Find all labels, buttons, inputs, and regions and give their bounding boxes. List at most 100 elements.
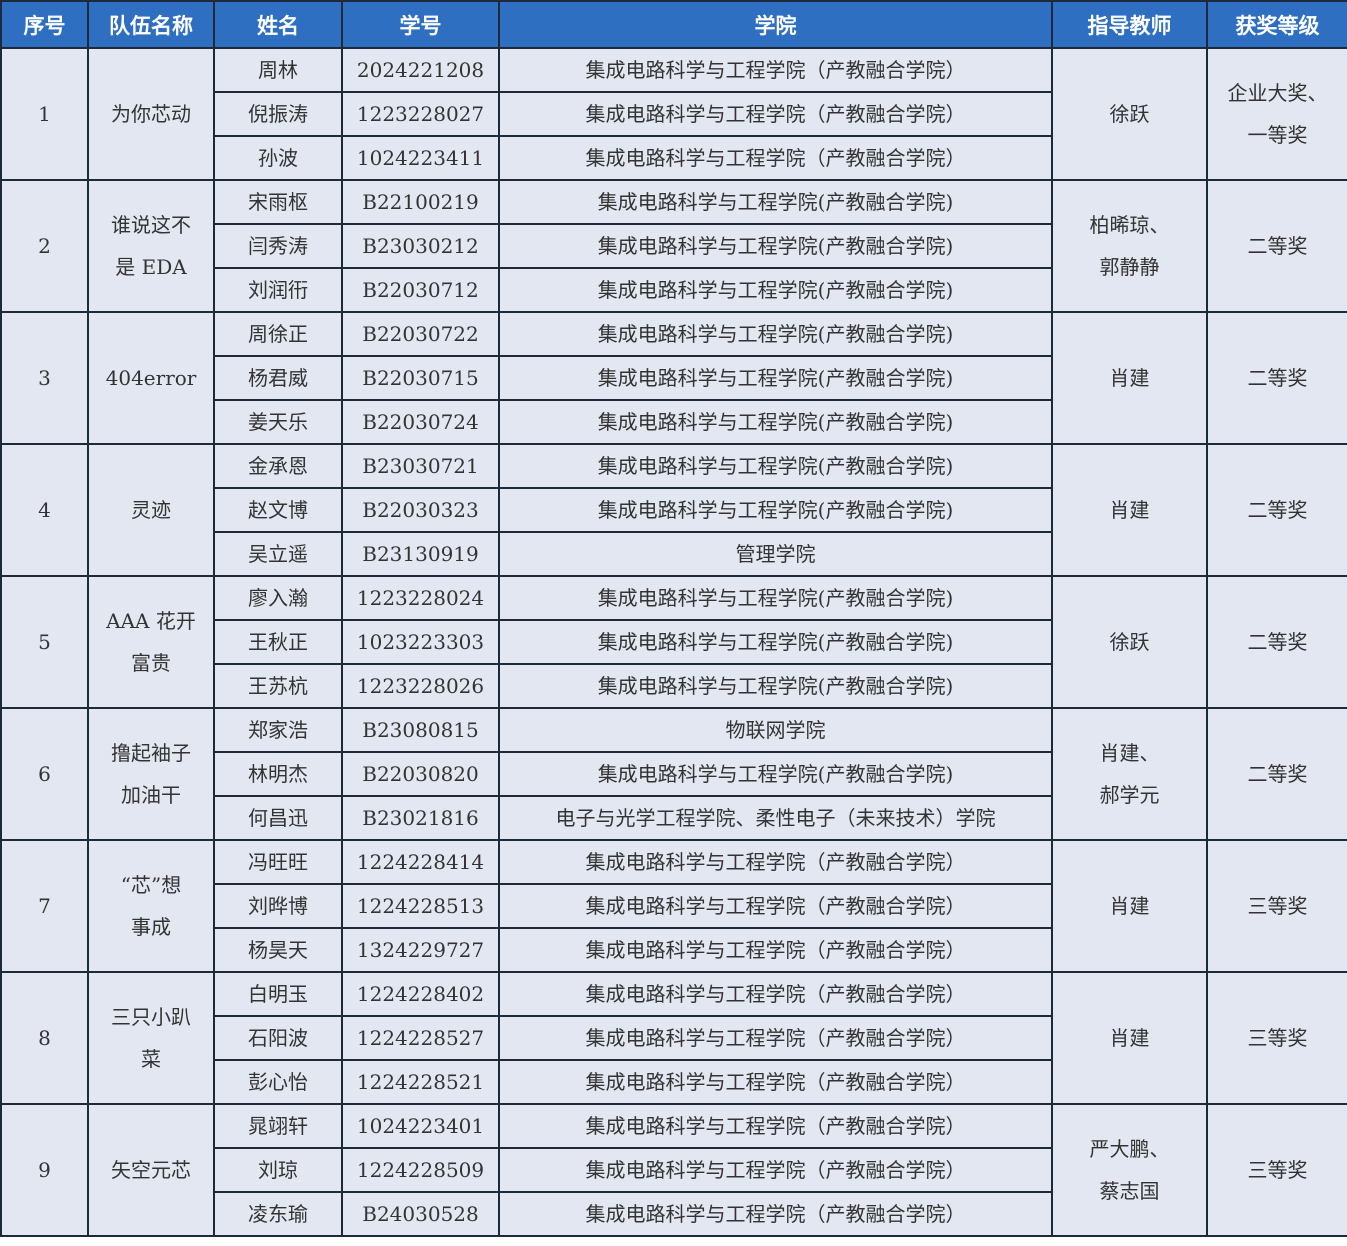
- member-college: 集成电路科学与工程学院(产教融合学院): [498, 619, 1053, 665]
- table-row: 刘琼 1224228509 集成电路科学与工程学院（产教融合学院）: [1, 1147, 1347, 1193]
- team-teacher: 肖建: [1051, 971, 1208, 1105]
- member-college: 集成电路科学与工程学院（产教融合学院）: [498, 1147, 1053, 1193]
- header-team: 队伍名称: [87, 0, 215, 49]
- member-name: 杨昊天: [213, 927, 343, 973]
- member-id: 1224228513: [341, 883, 500, 929]
- member-id: 1223228026: [341, 663, 500, 709]
- member-name: 白明玉: [213, 971, 343, 1017]
- member-college: 集成电路科学与工程学院（产教融合学院）: [498, 1015, 1053, 1061]
- member-name: 冯旺旺: [213, 839, 343, 885]
- member-id: B22030715: [341, 355, 500, 401]
- table-row: 王苏杭 1223228026 集成电路科学与工程学院(产教融合学院): [1, 663, 1347, 709]
- team-award: 二等奖: [1206, 443, 1347, 577]
- member-name: 刘晔博: [213, 883, 343, 929]
- team-no: 5: [0, 575, 89, 709]
- team-teacher: 肖建: [1051, 311, 1208, 445]
- table-row: 孙波 1024223411 集成电路科学与工程学院（产教融合学院）: [1, 135, 1347, 181]
- team-award: 二等奖: [1206, 311, 1347, 445]
- header-no: 序号: [0, 0, 89, 49]
- team-no: 4: [0, 443, 89, 577]
- table-row: 8 三只小趴 菜白明玉 1224228402 集成电路科学与工程学院（产教融合学院）肖…: [0, 971, 1347, 1105]
- member-college: 集成电路科学与工程学院（产教融合学院）: [498, 883, 1053, 929]
- member-college: 集成电路科学与工程学院（产教融合学院）: [498, 47, 1053, 93]
- team-name: 404error: [87, 311, 215, 445]
- header-name: 姓名: [213, 0, 343, 49]
- member-name: 周徐正: [213, 311, 343, 357]
- member-college: 电子与光学工程学院、柔性电子（未来技术）学院: [498, 795, 1053, 841]
- team-award: 企业大奖、 一等奖: [1206, 47, 1347, 181]
- table-row: 石阳波 1224228527 集成电路科学与工程学院（产教融合学院）: [1, 1015, 1347, 1061]
- header-award: 获奖等级: [1206, 0, 1347, 49]
- member-id: 1024223401: [341, 1103, 500, 1149]
- table-row: 吴立遥 B23130919 管理学院: [1, 531, 1347, 577]
- team-award: 三等奖: [1206, 971, 1347, 1105]
- member-id: B22030323: [341, 487, 500, 533]
- member-id: B23021816: [341, 795, 500, 841]
- header-teacher: 指导教师: [1051, 0, 1208, 49]
- member-college: 集成电路科学与工程学院（产教融合学院）: [498, 1191, 1053, 1237]
- member-college: 集成电路科学与工程学院(产教融合学院): [498, 443, 1053, 489]
- member-name: 晁翊轩: [213, 1103, 343, 1149]
- member-name: 彭心怡: [213, 1059, 343, 1105]
- table-row: 刘润衎 B22030712 集成电路科学与工程学院(产教融合学院): [1, 267, 1347, 313]
- member-name: 刘润衎: [213, 267, 343, 313]
- table-row: 刘晔博 1224228513 集成电路科学与工程学院（产教融合学院）: [1, 883, 1347, 929]
- team-award: 二等奖: [1206, 707, 1347, 841]
- member-name: 杨君威: [213, 355, 343, 401]
- member-college: 集成电路科学与工程学院（产教融合学院）: [498, 971, 1053, 1017]
- member-college: 集成电路科学与工程学院（产教融合学院）: [498, 927, 1053, 973]
- team-teacher: 徐跃: [1051, 575, 1208, 709]
- member-college: 集成电路科学与工程学院(产教融合学院): [498, 663, 1053, 709]
- table-row: 2 谁说这不 是 EDA 宋雨枢 B22100219 集成电路科学与工程学院(产教融合学…: [0, 179, 1347, 313]
- member-college: 集成电路科学与工程学院（产教融合学院）: [498, 91, 1053, 137]
- member-college: 管理学院: [498, 531, 1053, 577]
- member-name: 倪振涛: [213, 91, 343, 137]
- team-no: 8: [0, 971, 89, 1105]
- member-college: 物联网学院: [498, 707, 1053, 753]
- team-no: 1: [0, 47, 89, 181]
- member-id: B23080815: [341, 707, 500, 753]
- member-name: 林明杰: [213, 751, 343, 797]
- team-name: “芯”想 事成: [87, 839, 215, 973]
- member-college: 集成电路科学与工程学院（产教融合学院）: [498, 135, 1053, 181]
- table-row: 何昌迅 B23021816 电子与光学工程学院、柔性电子（未来技术）学院: [1, 795, 1347, 841]
- member-id: 2024221208: [341, 47, 500, 93]
- member-id: B22030724: [341, 399, 500, 445]
- member-name: 石阳波: [213, 1015, 343, 1061]
- member-name: 姜天乐: [213, 399, 343, 445]
- team-teacher: 柏晞琼、 郭静静: [1051, 179, 1208, 313]
- team-teacher: 肖建: [1051, 839, 1208, 973]
- member-id: 1224228521: [341, 1059, 500, 1105]
- member-id: B22030712: [341, 267, 500, 313]
- team-name: 三只小趴 菜: [87, 971, 215, 1105]
- member-name: 周林: [213, 47, 343, 93]
- member-college: 集成电路科学与工程学院（产教融合学院）: [498, 839, 1053, 885]
- member-id: B23030721: [341, 443, 500, 489]
- table-row: 7 “芯”想 事成 冯旺旺 1224228414 集成电路科学与工程学院（产教融合学院）…: [0, 839, 1347, 973]
- member-college: 集成电路科学与工程学院(产教融合学院): [498, 355, 1053, 401]
- team-teacher: 肖建、 郝学元: [1051, 707, 1208, 841]
- member-id: B22030820: [341, 751, 500, 797]
- team-no: 2: [0, 179, 89, 313]
- team-teacher: 徐跃: [1051, 47, 1208, 181]
- table-row: 6 撸起袖子 加油干 郑家浩 B23080815 物联网学院 肖建、 郝学元 二等奖: [0, 707, 1347, 841]
- member-name: 凌东瑜: [213, 1191, 343, 1237]
- table-row: 倪振涛 1223228027 集成电路科学与工程学院（产教融合学院）: [1, 91, 1347, 137]
- table-row: 姜天乐 B22030724 集成电路科学与工程学院(产教融合学院): [1, 399, 1347, 445]
- member-id: B23030212: [341, 223, 500, 269]
- team-no: 7: [0, 839, 89, 973]
- member-id: 1224228402: [341, 971, 500, 1017]
- member-college: 集成电路科学与工程学院(产教融合学院): [498, 223, 1053, 269]
- team-name: 矢空元芯: [87, 1103, 215, 1237]
- team-award: 二等奖: [1206, 575, 1347, 709]
- member-college: 集成电路科学与工程学院(产教融合学院): [498, 267, 1053, 313]
- member-college: 集成电路科学与工程学院（产教融合学院）: [498, 1059, 1053, 1105]
- table-row: 1 为你芯动 周林 2024221208 集成电路科学与工程学院（产教融合学院） 徐跃 企业…: [0, 47, 1347, 181]
- team-teacher: 肖建: [1051, 443, 1208, 577]
- team-no: 3: [0, 311, 89, 445]
- team-award: 三等奖: [1206, 839, 1347, 973]
- member-id: B24030528: [341, 1191, 500, 1237]
- team-award: 三等奖: [1206, 1103, 1347, 1237]
- team-name: 撸起袖子 加油干: [87, 707, 215, 841]
- member-id: 1224228414: [341, 839, 500, 885]
